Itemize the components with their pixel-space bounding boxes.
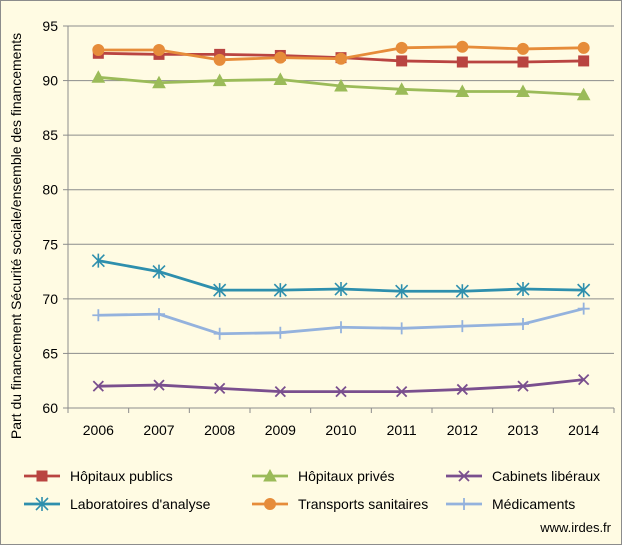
data-point (274, 385, 286, 398)
data-point (213, 53, 226, 66)
x-tick-label: 2012 (447, 422, 478, 438)
y-tick-label: 70 (42, 291, 58, 307)
legend-marker (36, 470, 48, 482)
y-tick-label: 85 (42, 127, 58, 143)
y-tick-label: 60 (42, 400, 58, 416)
y-tick-label: 95 (42, 18, 58, 34)
legend-marker (458, 470, 470, 482)
legend-marker (263, 468, 277, 482)
legend-item: Hôpitaux publics (24, 468, 173, 484)
data-point (273, 72, 288, 85)
data-point (335, 385, 347, 398)
y-tick-labels: 60 65 70 75 80 85 90 95 (42, 18, 58, 416)
data-point (335, 52, 347, 65)
legend: Hôpitaux publics Hôpitaux privés Cabinets … (24, 468, 600, 512)
legend-label: Cabinets libéraux (492, 468, 600, 484)
data-point (455, 284, 469, 299)
legend-item: Transports sanitaires (252, 496, 428, 512)
legend-marker (35, 497, 49, 511)
data-point (152, 264, 166, 279)
data-point (92, 309, 105, 322)
credit-text: www.irdes.fr (539, 520, 611, 535)
data-point (153, 44, 165, 57)
legend-marker (264, 498, 276, 510)
axes (63, 25, 615, 413)
data-point (213, 283, 227, 298)
legend-label: Hôpitaux privés (298, 468, 395, 484)
y-tick-label: 65 (42, 345, 58, 361)
data-point (577, 283, 591, 298)
legend-item: Hôpitaux privés (252, 468, 395, 484)
series-5 (92, 302, 590, 340)
y-tick-label: 90 (42, 73, 58, 89)
data-point (578, 373, 590, 386)
legend-label: Médicaments (492, 496, 575, 512)
data-point (92, 44, 105, 57)
legend-item: Cabinets libéraux (446, 468, 600, 484)
x-tick-label: 2009 (265, 422, 296, 438)
data-point (516, 84, 530, 97)
data-point (395, 322, 408, 335)
legend-item: Laboratoires d'analyse (24, 496, 211, 512)
data-point (92, 380, 104, 392)
data-point (456, 383, 468, 396)
data-point (153, 379, 165, 391)
x-tick-labels: 2006 2007 2008 2009 2010 2011 2012 2013 2014 (83, 422, 600, 438)
data-point (152, 75, 166, 89)
legend-label: Hôpitaux publics (70, 468, 173, 484)
series-1 (91, 70, 591, 101)
data-point (214, 382, 226, 394)
data-point (273, 283, 287, 298)
data-point (578, 55, 590, 67)
series-4 (92, 40, 590, 66)
data-point (577, 41, 590, 54)
data-point (213, 327, 226, 340)
x-tick-label: 2011 (387, 422, 417, 438)
x-tick-label: 2006 (83, 422, 114, 438)
x-tick-label: 2014 (568, 422, 599, 438)
data-point (455, 84, 470, 97)
y-tick-label: 75 (42, 236, 58, 252)
data-point (456, 320, 469, 333)
x-tick-label: 2013 (507, 422, 538, 438)
data-point (396, 385, 408, 398)
data-point (274, 326, 287, 339)
data-point (517, 56, 529, 68)
legend-label: Transports sanitaires (298, 496, 428, 512)
data-point (576, 87, 591, 101)
data-point (212, 73, 227, 87)
data-point (517, 317, 529, 330)
data-point (395, 284, 409, 299)
data-point (395, 41, 408, 54)
series-lines (91, 40, 591, 398)
data-point (335, 321, 347, 334)
data-point (456, 40, 469, 53)
data-point (274, 51, 287, 64)
y-axis-label: Part du financement Sécurité sociale/ens… (8, 33, 24, 439)
data-point (334, 282, 348, 297)
data-point (91, 70, 106, 83)
data-point (577, 302, 590, 315)
legend-label: Laboratoires d'analyse (70, 496, 211, 512)
data-point (394, 82, 409, 95)
data-point (517, 42, 529, 55)
x-tick-label: 2008 (204, 422, 235, 438)
data-point (516, 282, 530, 297)
series-2 (92, 373, 590, 398)
data-point (153, 308, 165, 321)
y-tick-label: 80 (42, 182, 58, 198)
data-point (517, 380, 529, 392)
series-line (98, 378, 584, 394)
data-point (456, 56, 468, 68)
data-point (396, 55, 408, 67)
series-3 (91, 253, 591, 299)
data-point (91, 253, 105, 268)
data-point (334, 78, 348, 92)
gridlines (68, 25, 614, 354)
x-tick-label: 2010 (325, 422, 356, 438)
x-tick-label: 2007 (143, 422, 174, 438)
legend-item: Médicaments (446, 496, 575, 512)
legend-marker (458, 498, 470, 510)
